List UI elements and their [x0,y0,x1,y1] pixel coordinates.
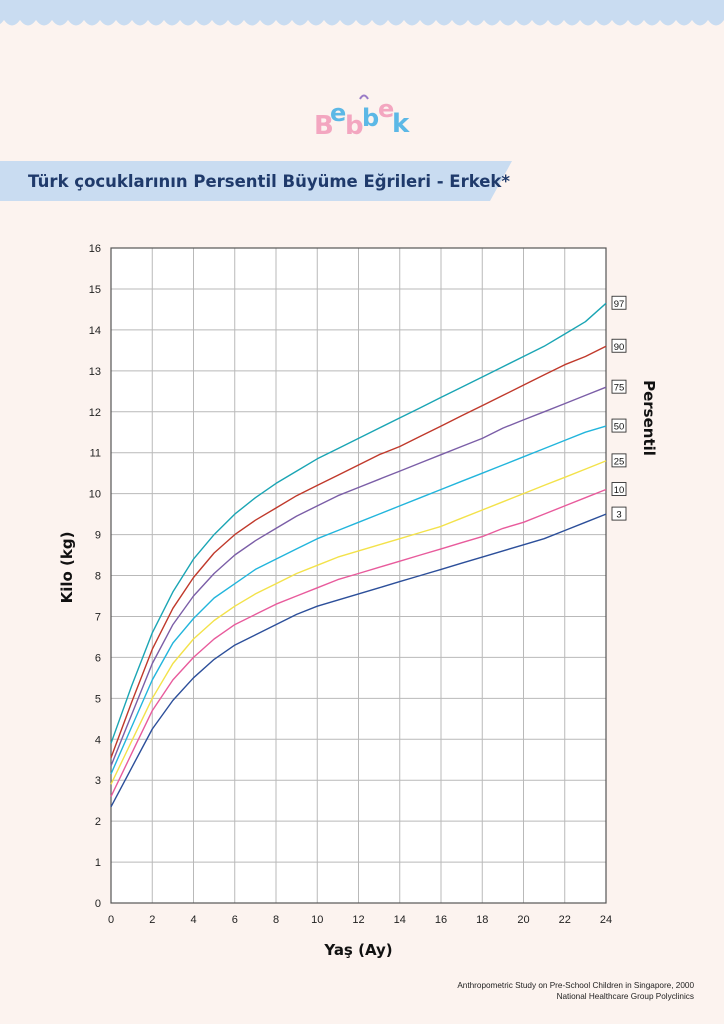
y-tick-label: 10 [89,489,101,501]
x-tick-label: 24 [600,914,612,926]
x-axis-label: Yaş (Ay) [323,941,392,959]
percentile-label-50: 50 [611,418,627,433]
percentile-label-box [611,379,627,394]
percentile-label-text: 25 [614,456,625,467]
percentile-label-text: 97 [614,299,625,310]
y-tick-label: 1 [95,857,101,869]
x-tick-label: 12 [352,914,364,926]
x-tick-label: 4 [190,914,196,926]
y-axis-label: Kilo (kg) [58,532,76,604]
percentile-label-25: 25 [611,453,627,468]
y-tick-label: 14 [89,325,101,337]
chart-series [110,302,607,808]
y-tick-label: 8 [95,571,101,583]
y-tick-label: 15 [89,284,101,296]
x-tick-label: 10 [311,914,323,926]
logo-letter: B [314,111,334,140]
chart-series-labels: 97 90 75 50 25 10 3 [611,295,627,521]
y-tick-label: 6 [95,652,101,664]
percentile-line-25 [110,460,607,785]
percentile-label-text: 50 [614,422,625,433]
x-tick-label: 6 [232,914,238,926]
logo-letter: e [378,95,394,123]
percentile-label-box [611,453,627,468]
percentile-label-box [611,295,627,310]
percentile-label-97: 97 [611,295,627,310]
source-line-1: Anthropometric Study on Pre-School Child… [457,981,694,990]
x-tick-label: 20 [517,914,529,926]
y-tick-label: 13 [89,366,101,378]
percentile-label-text: 90 [614,342,625,353]
percentile-label-3: 3 [611,506,627,521]
percentile-line-10 [110,488,607,797]
percentile-growth-chart: 0 2 4 6 8 10 12 14 16 18 20 22 240123456789101112131… [58,243,658,959]
x-tick-label: 16 [435,914,447,926]
logo-letter: k [392,109,410,139]
title-banner [0,161,512,201]
percentile-label-90: 90 [611,338,627,353]
percentile-label-10: 10 [611,482,627,496]
page-title: Türk çocuklarının Persentil Büyüme Eğril… [28,172,511,191]
percentile-label-text: 10 [614,485,625,496]
y-tick-label: 3 [95,775,101,787]
logo-letter: b [362,104,379,132]
y-tick-label: 11 [90,448,101,460]
percentile-label-box [611,418,627,433]
y-tick-label: 4 [95,734,101,746]
percentile-label-box [611,506,627,521]
y-tick-label: 5 [95,693,101,705]
source-line-2: National Healthcare Group Polyclinics [556,992,694,1001]
percentile-line-97 [110,302,607,744]
y-tick-label: 0 [95,898,101,910]
chart-grid [110,247,607,904]
logo-antenna-icon [359,94,369,100]
top-wave-decoration [0,0,724,26]
plot-border [110,247,607,904]
x-tick-label: 0 [108,914,114,926]
y-tick-label: 2 [95,816,101,828]
logo-letter: e [330,99,346,127]
x-tick-label: 8 [273,914,279,926]
y-tick-label: 7 [95,611,101,623]
percentile-line-50 [110,425,607,775]
x-tick-label: 14 [394,914,406,926]
source-note: Anthropometric Study on Pre-School Child… [294,980,694,1002]
y-tick-label: 9 [95,530,101,542]
x-tick-label: 2 [149,914,155,926]
percentile-label-75: 75 [611,379,627,394]
percentile-label-text: 3 [616,510,621,521]
x-tick-label: 22 [559,914,571,926]
y-tick-label: 16 [89,243,101,255]
percentile-axis-label: Persentil [640,380,658,456]
x-tick-label: 18 [476,914,488,926]
percentile-label-text: 75 [614,383,625,394]
percentile-line-90 [110,345,607,758]
percentile-label-box [611,482,627,496]
logo-letter: b [345,111,364,140]
percentile-line-75 [110,386,607,767]
bebbek-logo: B e b b e k [314,94,410,140]
percentile-label-box [611,338,627,353]
percentile-line-3 [110,513,607,808]
chart-ticks: 0 2 4 6 8 10 12 14 16 18 20 22 240123456789101112131… [89,243,612,926]
y-tick-label: 12 [89,407,101,419]
